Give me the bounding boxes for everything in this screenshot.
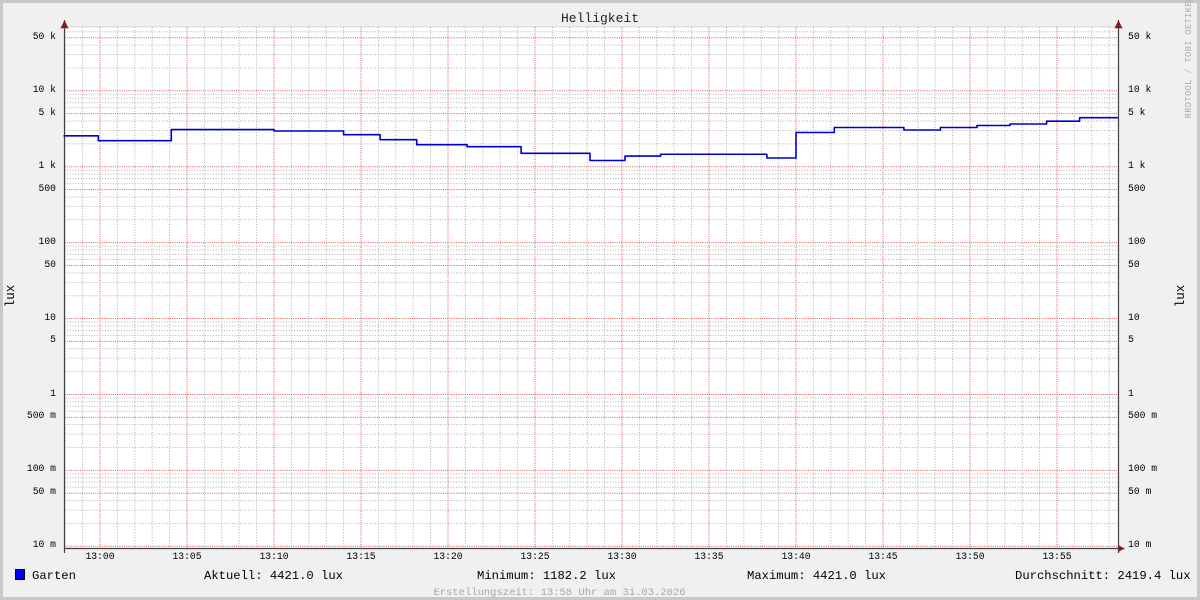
svg-text:lux: lux bbox=[1174, 285, 1188, 308]
svg-text:lux: lux bbox=[4, 285, 18, 308]
svg-text:RRDTOOL / TOBI OETIKER: RRDTOOL / TOBI OETIKER bbox=[1184, 0, 1194, 118]
